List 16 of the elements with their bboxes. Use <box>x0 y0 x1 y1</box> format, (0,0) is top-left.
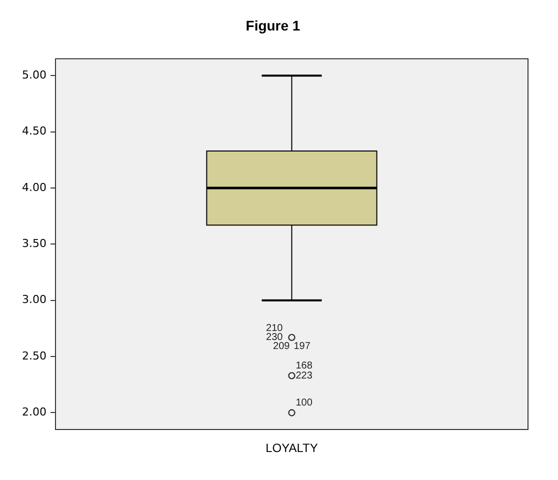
annotation: 100 <box>296 397 313 408</box>
annotation: 210 <box>266 323 284 334</box>
chart-title: Figure 1 <box>246 17 300 34</box>
annotation: 168 <box>296 360 313 372</box>
annotation: 230 <box>266 332 284 344</box>
y-tick-label: 2.00 <box>22 406 46 419</box>
y-tick-label: 4.00 <box>22 180 46 194</box>
y-tick-label: 4.50 <box>22 124 46 138</box>
annotation: 223 <box>296 370 313 382</box>
y-tick-label: 3.50 <box>22 237 46 250</box>
y-tick-label: 5.00 <box>22 68 46 82</box>
x-tick-label: LOYALTY <box>266 441 318 456</box>
y-tick-label: 2.50 <box>22 349 46 362</box>
annotation: 197 <box>294 341 311 352</box>
y-tick-label: 3.00 <box>22 293 46 306</box>
annotation: 209 <box>273 341 290 352</box>
